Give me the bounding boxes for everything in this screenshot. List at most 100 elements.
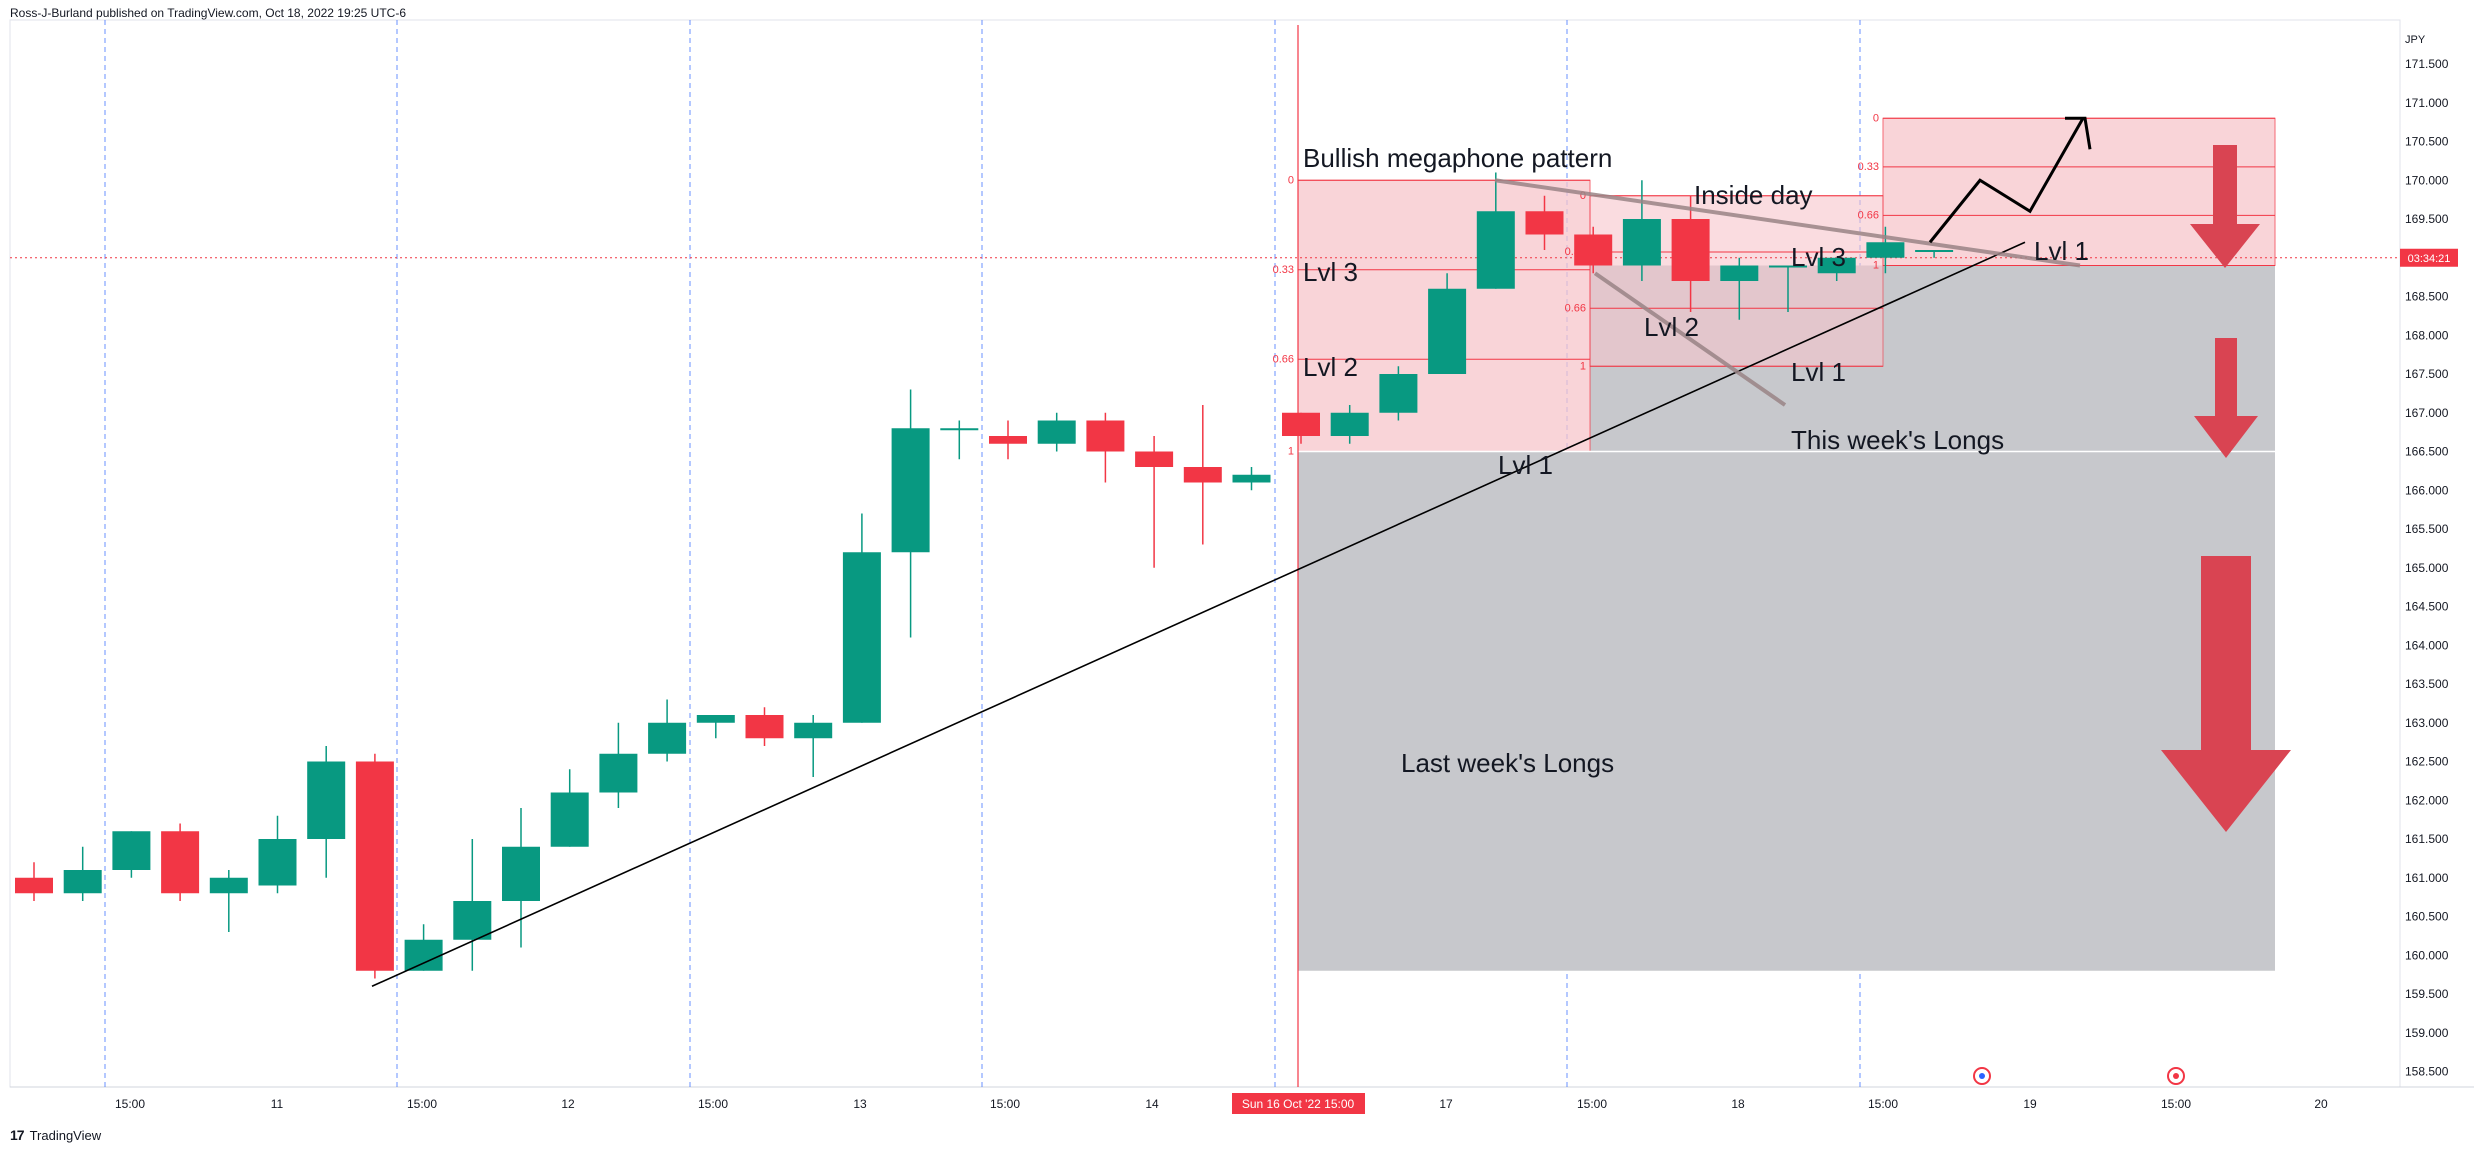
x-axis-tick-label: 19 <box>2023 1097 2037 1111</box>
candle-body <box>258 839 297 886</box>
y-axis-tick-label: 160.000 <box>2405 948 2449 962</box>
event-target-icon-center <box>2173 1073 2179 1079</box>
candle-body <box>15 877 53 894</box>
candle-body <box>1428 288 1467 374</box>
y-axis-tick-label: 171.500 <box>2405 57 2449 71</box>
y-axis-tick-label: 161.500 <box>2405 832 2449 846</box>
y-axis-tick-label: 162.500 <box>2405 755 2449 769</box>
candle-body <box>648 722 687 754</box>
annotation-lvl3-week: Lvl 3 <box>1791 242 1846 272</box>
y-axis-tick-label: 159.500 <box>2405 987 2449 1001</box>
candle-body <box>696 715 735 723</box>
candle-body <box>1720 265 1759 281</box>
y-axis-tick-label: 164.000 <box>2405 638 2449 652</box>
y-axis-currency: JPY <box>2405 34 2426 46</box>
x-axis-tick-label: 15:00 <box>1868 1097 1898 1111</box>
x-axis-tick-label: 17 <box>1439 1097 1453 1111</box>
fib-level-label: 0.66 <box>1273 353 1294 365</box>
candle-body <box>842 552 881 723</box>
fib-level-label: 0.66 <box>1565 302 1586 314</box>
last-weeks-longs-zone <box>1298 451 2275 971</box>
x-axis-tick-label: 14 <box>1145 1097 1159 1111</box>
y-axis-tick-label: 168.500 <box>2405 290 2449 304</box>
x-cursor-badge <box>1232 1093 1365 1114</box>
y-axis-tick-label: 167.500 <box>2405 367 2449 381</box>
y-axis-tick-label: 169.500 <box>2405 212 2449 226</box>
candle-body <box>1574 234 1613 266</box>
candle-body <box>1525 211 1564 235</box>
y-axis-tick-label: 171.000 <box>2405 96 2449 110</box>
event-flag-icon-center <box>1979 1073 1985 1079</box>
down-arrow-small <box>2190 145 2260 268</box>
annotation-inside-day: Inside day <box>1694 180 1813 210</box>
candle-body <box>1915 250 1954 252</box>
candle-body <box>989 436 1027 444</box>
candle-body <box>794 722 833 739</box>
y-axis-tick-label: 164.500 <box>2405 600 2449 614</box>
candle-body <box>1037 420 1076 444</box>
event-target-icon <box>2167 1067 2185 1085</box>
candle-body <box>1866 242 1905 258</box>
tradingview-logo-icon: 17 <box>10 1127 25 1143</box>
down-arrow-large <box>2161 556 2291 832</box>
candle-body <box>453 901 492 940</box>
candle-body <box>1379 374 1418 413</box>
candle-body <box>307 761 346 839</box>
candle-body <box>1183 467 1222 483</box>
x-axis-tick-label: 13 <box>853 1097 867 1111</box>
support-trendline <box>371 241 2026 987</box>
candle-body <box>1769 265 1807 268</box>
fib-level-label: 0 <box>1873 112 1879 124</box>
projection-path-arrow <box>1928 117 2085 244</box>
candle-body <box>161 831 200 894</box>
fib-level-label: 1 <box>1873 260 1879 272</box>
megaphone-upper-line <box>1494 178 2081 268</box>
projection-arrowhead <box>2065 116 2092 150</box>
annotation-lvl1-week: Lvl 1 <box>1791 357 1846 387</box>
candle-body <box>112 831 151 870</box>
y-axis-tick-label: 159.000 <box>2405 1026 2449 1040</box>
y-axis-tick-label: 162.000 <box>2405 793 2449 807</box>
x-axis-tick-label: 15:00 <box>698 1097 728 1111</box>
fib-level-label: 1 <box>1580 360 1586 372</box>
candle-body <box>1330 412 1369 436</box>
y-axis-tick-label: 161.000 <box>2405 871 2449 885</box>
y-axis-tick-label: 160.500 <box>2405 910 2449 924</box>
candle-body <box>745 715 784 739</box>
down-arrow-medium <box>2194 338 2258 458</box>
candle-body <box>1282 412 1320 436</box>
candle-body <box>404 939 443 971</box>
y-axis-tick-label: 165.500 <box>2405 522 2449 536</box>
x-cursor-badge-text: Sun 16 Oct '22 15:00 <box>1242 1097 1355 1111</box>
annotation-last-weeks-longs: Last week's Longs <box>1401 748 1614 778</box>
current-price-badge-text: 03:34:21 <box>2408 253 2451 265</box>
fib-level-label: 0.33 <box>1858 161 1879 173</box>
x-axis-tick-label: 15:00 <box>407 1097 437 1111</box>
fib-level-label: 0 <box>1580 190 1586 202</box>
fib-box-inside-day <box>1882 117 2276 266</box>
megaphone-lower-line <box>1593 271 1787 407</box>
y-axis-tick-label: 163.000 <box>2405 716 2449 730</box>
annotation-lvl2: Lvl 2 <box>1303 352 1358 382</box>
y-axis-tick-label: 158.500 <box>2405 1065 2449 1079</box>
tradingview-brand: TradingView <box>29 1127 102 1143</box>
tradingview-footer[interactable]: 17 TradingView <box>10 1127 101 1143</box>
x-axis-tick-label: 15:00 <box>115 1097 145 1111</box>
x-axis-tick-label: 11 <box>271 1097 284 1111</box>
annotation-lvl2-week: Lvl 2 <box>1644 312 1699 342</box>
candle-body <box>1622 219 1661 266</box>
annotation-lvl1-inside: Lvl 1 <box>2034 236 2089 266</box>
candle-body <box>502 846 540 901</box>
x-axis-tick-label: 15:00 <box>2161 1097 2191 1111</box>
y-axis-tick-label: 166.000 <box>2405 483 2449 497</box>
candle-body <box>1817 257 1856 274</box>
x-axis-tick-label: 12 <box>561 1097 575 1111</box>
event-flag-icon <box>1973 1067 1991 1085</box>
fib-level-label: 0.33 <box>1273 264 1294 276</box>
candle-body <box>940 428 979 431</box>
fib-level-label: 0 <box>1288 174 1294 186</box>
publisher-line: Ross-J-Burland published on TradingView.… <box>10 6 406 20</box>
candle-body <box>1135 451 1174 467</box>
y-axis-tick-label: 165.000 <box>2405 561 2449 575</box>
